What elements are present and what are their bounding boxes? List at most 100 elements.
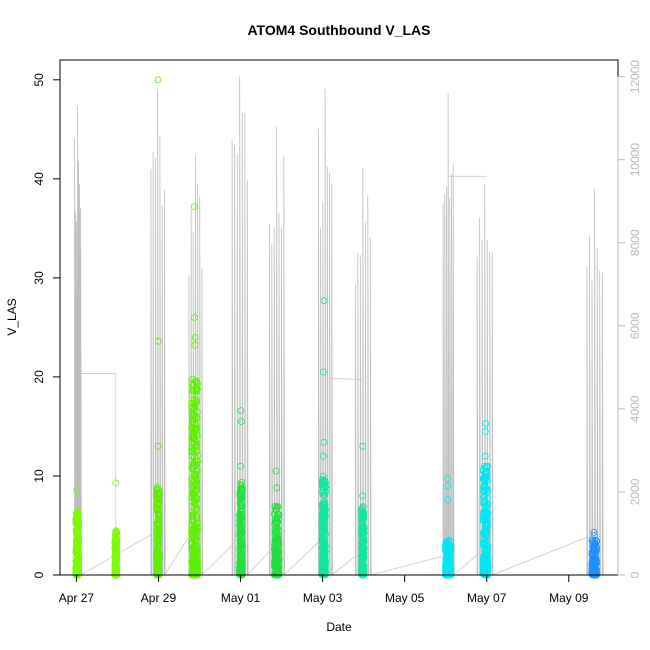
data-point [479, 484, 487, 492]
data-point [273, 484, 281, 492]
data-point [192, 487, 200, 495]
data-point [191, 333, 199, 341]
chart-title: ATOM4 Southbound V_LAS [247, 22, 430, 38]
data-point [273, 503, 281, 511]
data-point [188, 511, 196, 519]
data-point [193, 387, 201, 395]
data-point [358, 504, 366, 511]
data-point [320, 514, 328, 521]
y-axis-label: V_LAS [5, 298, 19, 335]
data-point [188, 409, 196, 417]
y-tick-label: 40 [32, 172, 46, 186]
data-point [192, 398, 200, 406]
data-point [272, 570, 280, 578]
data-point [322, 542, 329, 550]
data-point [154, 512, 162, 519]
data-point [238, 498, 246, 506]
data-point [237, 418, 245, 425]
data-point [190, 471, 198, 479]
data-point [359, 544, 367, 552]
data-point [442, 542, 449, 549]
data-point [188, 412, 196, 420]
data-point [237, 501, 245, 509]
data-point [359, 492, 366, 500]
data-point [320, 558, 327, 565]
data-point [320, 504, 328, 512]
data-point [593, 538, 600, 545]
data-point [154, 549, 162, 557]
right-axis-connector [164, 535, 190, 576]
data-point [318, 520, 326, 528]
x-axis-label: Date [326, 620, 352, 634]
data-point [72, 567, 80, 574]
data-point [483, 462, 491, 470]
data-point [188, 434, 196, 442]
data-point [320, 479, 328, 487]
y-tick-label: 20 [32, 370, 46, 384]
data-point [72, 542, 80, 550]
data-point [188, 448, 196, 455]
data-point [154, 537, 162, 544]
data-point [319, 505, 327, 513]
data-point [192, 544, 199, 552]
data-point [192, 497, 199, 505]
data-point [446, 571, 454, 578]
data-point [238, 526, 246, 534]
plot-frame [59, 59, 619, 576]
data-point [192, 506, 200, 514]
data-point [154, 520, 162, 528]
data-point [591, 559, 599, 566]
data-point [444, 496, 452, 504]
data-point [153, 499, 161, 507]
data-point [194, 452, 202, 459]
data-point [275, 532, 283, 539]
data-point [74, 527, 82, 535]
data-point [153, 504, 161, 512]
data-point [320, 297, 328, 305]
data-point [271, 503, 279, 510]
right-axis-connector [370, 555, 443, 576]
x-tick-label: Apr 27 [59, 591, 95, 605]
data-point [480, 535, 488, 542]
data-point [194, 380, 202, 388]
data-point [591, 532, 598, 539]
data-point [358, 571, 366, 578]
data-point [481, 517, 489, 525]
data-point [274, 518, 282, 526]
data-point [112, 569, 120, 577]
data-point [479, 487, 487, 495]
right-tick-label: 6000 [628, 312, 642, 339]
data-point [358, 524, 366, 532]
data-point [190, 203, 198, 211]
data-point [188, 452, 196, 460]
data-point [482, 570, 490, 577]
data-point [188, 522, 196, 529]
right-axis-connector [201, 543, 234, 576]
data-point [272, 467, 280, 475]
data-point [358, 543, 366, 551]
data-point [319, 452, 327, 460]
data-point [74, 557, 81, 565]
data-point [192, 531, 200, 539]
data-point [483, 554, 491, 562]
right-axis-connector [247, 549, 271, 576]
data-point [191, 341, 199, 349]
data-point [111, 537, 119, 545]
data-point [479, 539, 487, 547]
data-point [360, 529, 368, 537]
data-point [189, 508, 196, 516]
data-point [482, 555, 490, 563]
right-tick-label: 4000 [628, 395, 642, 422]
data-point [190, 459, 197, 467]
data-point [190, 396, 198, 404]
data-point [359, 442, 367, 450]
data-point [236, 559, 244, 567]
data-point [154, 442, 162, 450]
right-axis-step [77, 373, 117, 567]
data-point [482, 484, 490, 491]
data-point [74, 513, 81, 520]
data-point [320, 438, 328, 446]
data-point [319, 368, 327, 376]
data-point [193, 457, 201, 465]
